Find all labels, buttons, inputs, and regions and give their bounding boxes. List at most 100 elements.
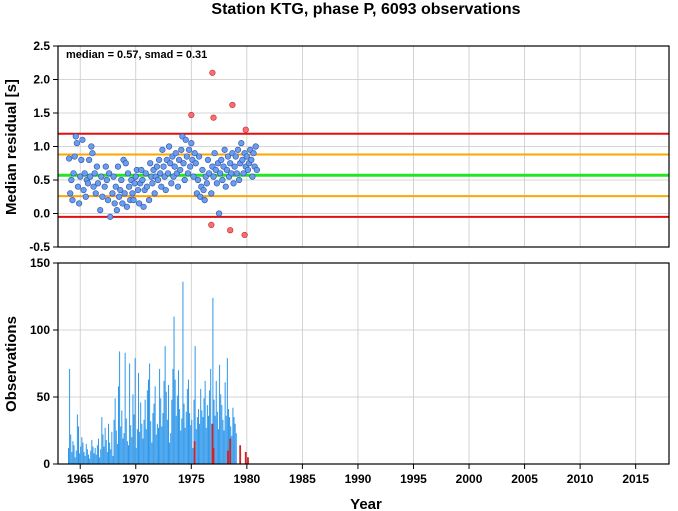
residual-point bbox=[172, 150, 179, 157]
observation-bar bbox=[155, 434, 157, 464]
residual-point bbox=[67, 190, 74, 197]
residual-point bbox=[130, 197, 137, 204]
observation-bar bbox=[181, 418, 183, 464]
observation-bar bbox=[167, 384, 169, 464]
residual-point bbox=[158, 183, 165, 190]
residual-point bbox=[89, 150, 96, 157]
observation-bar bbox=[225, 415, 227, 464]
residual-point bbox=[180, 160, 187, 167]
observation-bar bbox=[91, 439, 93, 464]
observation-bar bbox=[126, 441, 128, 464]
residual-point bbox=[188, 140, 195, 147]
observation-bar bbox=[116, 443, 118, 464]
y-tick-label: 100 bbox=[30, 323, 50, 337]
observation-bar bbox=[220, 394, 222, 464]
observation-bar bbox=[210, 368, 212, 464]
residual-point bbox=[211, 150, 218, 157]
observation-bar bbox=[141, 423, 143, 464]
observation-bar bbox=[115, 430, 117, 464]
residual-point bbox=[157, 170, 164, 177]
observation-bar bbox=[176, 395, 178, 464]
observation-bar bbox=[129, 363, 131, 464]
observation-bar bbox=[147, 379, 149, 464]
residual-point bbox=[131, 180, 138, 187]
residual-point bbox=[253, 166, 260, 174]
observation-bar bbox=[152, 413, 154, 464]
residual-point bbox=[217, 170, 224, 177]
outlier-observation-bar bbox=[193, 441, 196, 464]
x-tick-label: 1980 bbox=[234, 472, 261, 486]
observation-bar bbox=[93, 453, 95, 464]
residual-point bbox=[112, 183, 119, 190]
observation-bar bbox=[150, 421, 152, 464]
residual-point bbox=[227, 160, 234, 167]
observation-bar bbox=[173, 316, 175, 464]
residual-point bbox=[70, 170, 77, 177]
observation-bar bbox=[117, 386, 119, 464]
residual-point bbox=[187, 163, 194, 170]
residual-point bbox=[81, 170, 88, 177]
observation-bar bbox=[161, 426, 163, 464]
observation-bar bbox=[112, 455, 114, 464]
observation-bar bbox=[232, 407, 234, 464]
residual-point bbox=[147, 160, 154, 167]
residual-point bbox=[71, 153, 78, 160]
observation-bar bbox=[204, 380, 206, 464]
x-tick-label: 2000 bbox=[456, 472, 483, 486]
residual-point bbox=[149, 180, 156, 187]
residual-point bbox=[87, 173, 94, 180]
residual-point bbox=[107, 213, 114, 220]
outlier-observation-bar bbox=[227, 450, 229, 464]
residual-point bbox=[185, 146, 193, 153]
observation-bar bbox=[177, 370, 179, 464]
residual-point bbox=[164, 170, 172, 177]
observation-bar bbox=[215, 380, 217, 464]
observation-bar bbox=[142, 438, 144, 464]
residual-point bbox=[248, 156, 255, 163]
residual-point bbox=[140, 203, 147, 210]
observation-bar bbox=[83, 451, 85, 464]
x-tick-label: 1975 bbox=[178, 472, 205, 486]
observation-bar bbox=[130, 425, 132, 464]
residual-point bbox=[171, 163, 178, 170]
observation-bar bbox=[194, 346, 196, 464]
observation-bar bbox=[166, 419, 168, 464]
x-tick-label: 1985 bbox=[289, 472, 316, 486]
x-tick-label: 2015 bbox=[622, 472, 649, 486]
residual-point bbox=[66, 155, 73, 162]
observation-bar bbox=[85, 443, 87, 464]
outlier-point bbox=[241, 231, 248, 239]
residual-point bbox=[234, 146, 242, 153]
observation-bar bbox=[189, 413, 191, 464]
observation-bar bbox=[153, 403, 155, 464]
residual-point bbox=[76, 200, 83, 207]
outlier-observation-bar bbox=[239, 445, 242, 464]
observation-bar bbox=[144, 399, 146, 464]
residual-point bbox=[183, 153, 190, 160]
residual-point bbox=[77, 173, 84, 180]
residual-point bbox=[106, 170, 113, 177]
outlier-observation-bar bbox=[211, 423, 214, 464]
observation-bar bbox=[217, 429, 219, 464]
observation-bar bbox=[105, 439, 107, 464]
observation-bar bbox=[123, 433, 125, 464]
observation-bar bbox=[100, 449, 102, 464]
observation-bar bbox=[114, 398, 116, 464]
observation-bar bbox=[169, 442, 171, 464]
residual-point bbox=[102, 163, 109, 170]
observation-bar bbox=[165, 391, 167, 464]
observation-bar bbox=[72, 441, 74, 464]
observation-bar bbox=[172, 368, 174, 464]
residual-point bbox=[249, 173, 256, 180]
observation-bar bbox=[104, 427, 106, 464]
observation-bar bbox=[183, 403, 185, 464]
observation-bar bbox=[171, 399, 173, 464]
median-smad-annotation: median = 0.57, smad = 0.31 bbox=[66, 49, 207, 61]
observation-bar bbox=[125, 418, 127, 464]
residual-point bbox=[109, 190, 116, 197]
observation-bar bbox=[124, 352, 126, 464]
observation-bar bbox=[136, 429, 138, 464]
observation-bar bbox=[133, 414, 135, 464]
residual-point bbox=[201, 197, 208, 204]
observation-bar bbox=[180, 430, 182, 464]
